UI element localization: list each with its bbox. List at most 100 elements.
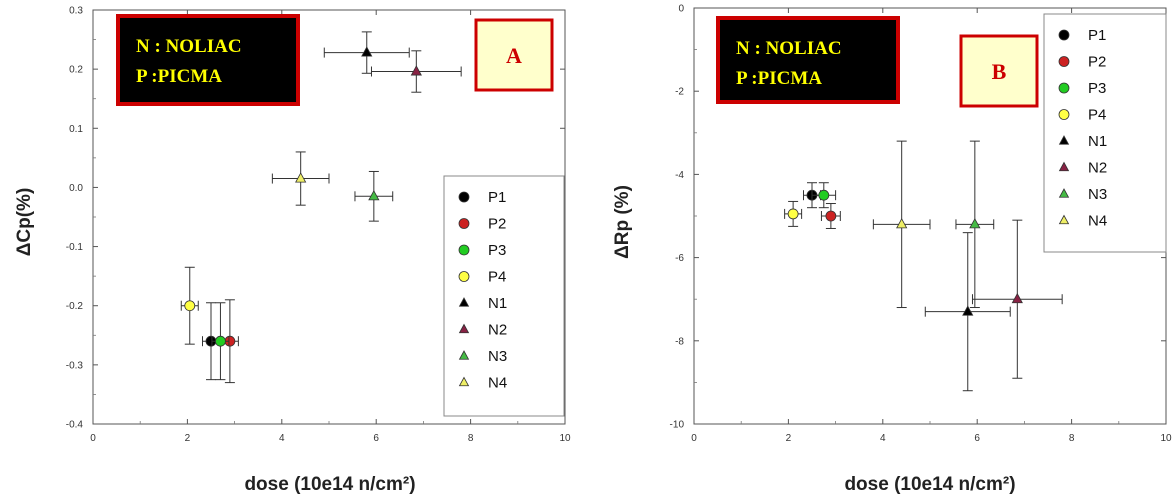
y-tick-label: -0.3 <box>66 360 84 371</box>
panel-label-box: A <box>474 18 554 92</box>
x-tick-label: 8 <box>468 433 474 444</box>
series-p3 <box>811 182 837 209</box>
series-n3 <box>354 170 394 222</box>
panel-label-box: B <box>959 34 1039 108</box>
y-tick-label: -0.4 <box>66 420 84 431</box>
data-point-p4 <box>787 208 799 220</box>
data-point-p2 <box>825 210 837 222</box>
chart-panel-b: 0 2 4 6 8 10 -10 -8 -6 -4 -2 0 dose (10e14 n/cm²) ΔRp… <box>612 4 1172 496</box>
legend-marker-p4 <box>458 271 470 282</box>
data-point-n1 <box>361 46 373 57</box>
y-axis-title: ΔRp (%) <box>612 185 633 259</box>
legend-marker-n1 <box>1058 135 1070 145</box>
legend-label-n3: N3 <box>488 348 507 365</box>
x-tick-label: 2 <box>185 433 191 444</box>
panel-label-background <box>474 18 554 92</box>
x-tick-label: 4 <box>279 433 285 444</box>
y-tick-label: 0 <box>678 4 684 15</box>
legend-marker-p4 <box>1058 109 1070 120</box>
panel-label: A <box>506 43 522 68</box>
x-axis-title: dose (10e14 n/cm²) <box>244 474 415 495</box>
chart-panel-a: 0 2 4 6 8 10 -0.4 -0.3 -0.2 -0.1 0.0 0.1 0.2 0.3 dose … <box>14 6 571 496</box>
note-box: N : NOLIAC P :PICMA <box>116 14 300 106</box>
y-tick-label: 0.2 <box>69 65 83 76</box>
legend-label-n4: N4 <box>488 375 507 392</box>
x-tick-label: 0 <box>90 433 96 444</box>
series-p4 <box>784 200 803 227</box>
legend-label-p1: P1 <box>488 189 506 206</box>
series-n3 <box>955 140 995 309</box>
legend-marker-n3 <box>1058 188 1070 198</box>
note-line-1: N : NOLIAC <box>136 36 242 57</box>
legend-marker-p3 <box>458 244 470 256</box>
y-tick-label: 0.0 <box>69 183 83 194</box>
legend-label-p2: P2 <box>1088 54 1106 71</box>
note-box-background <box>716 16 900 104</box>
series-n1 <box>323 31 410 74</box>
note-box: N : NOLIAC P :PICMA <box>716 16 900 104</box>
legend-marker-p2 <box>458 218 470 229</box>
legend-label-p2: P2 <box>488 216 506 233</box>
legend-label-p3: P3 <box>488 242 506 259</box>
x-tick-label: 8 <box>1069 433 1075 444</box>
panel-label: B <box>992 59 1007 84</box>
legend-label-n1: N1 <box>1088 133 1107 150</box>
data-point-n2 <box>410 65 422 76</box>
legend-marker-p1 <box>458 191 470 203</box>
x-tick-label: 2 <box>786 433 792 444</box>
y-tick-label: -0.2 <box>66 301 84 312</box>
legend: P1 P2 P3 P4 N1 N2 N3 N4 <box>443 175 565 417</box>
y-tick-label: -10 <box>670 420 685 431</box>
data-point-p3 <box>215 335 226 347</box>
y-tick-label: -8 <box>675 336 684 347</box>
data-point-p3 <box>818 189 830 201</box>
data-point-n2 <box>1011 292 1023 304</box>
legend: P1 P2 P3 P4 N1 N2 N3 N4 <box>1043 13 1167 253</box>
x-tick-label: 10 <box>1160 433 1172 444</box>
data-point-n4 <box>896 217 908 229</box>
legend-box <box>443 175 565 417</box>
y-axis-title: ΔCp(%) <box>14 188 35 257</box>
legend-label-n4: N4 <box>1088 213 1107 230</box>
legend-marker-p2 <box>1058 56 1070 67</box>
note-box-background <box>116 14 300 106</box>
legend-label-n2: N2 <box>488 322 507 339</box>
data-point-p4 <box>184 300 196 312</box>
legend-marker-p1 <box>1058 29 1070 41</box>
legend-marker-n2 <box>1058 161 1070 172</box>
legend-marker-n4 <box>1058 214 1070 225</box>
x-tick-label: 6 <box>373 433 379 444</box>
data-point-n1 <box>962 305 974 316</box>
series-n1 <box>924 232 1011 392</box>
note-line-2: P :PICMA <box>736 68 822 89</box>
note-line-2: P :PICMA <box>136 66 222 87</box>
legend-label-n3: N3 <box>1088 186 1107 203</box>
legend-marker-p3 <box>1058 82 1070 94</box>
data-point-n3 <box>368 189 380 201</box>
legend-box <box>1043 13 1167 253</box>
x-tick-label: 4 <box>880 433 886 444</box>
note-line-1: N : NOLIAC <box>736 38 842 59</box>
legend-marker-n4 <box>458 376 470 387</box>
y-tick-label: -2 <box>675 87 684 98</box>
series-p2 <box>820 203 841 229</box>
series-p3 <box>211 302 230 381</box>
data-point-n3 <box>969 217 981 229</box>
series-n4 <box>271 151 330 206</box>
data-point-n4 <box>295 172 307 183</box>
x-tick-label: 6 <box>974 433 980 444</box>
legend-marker-n2 <box>458 323 470 334</box>
legend-label-p4: P4 <box>488 269 506 286</box>
y-tick-label: -4 <box>675 170 684 181</box>
x-tick-label: 10 <box>559 433 571 444</box>
legend-label-p1: P1 <box>1088 27 1106 44</box>
legend-marker-n3 <box>458 350 470 360</box>
series-p4 <box>180 266 199 345</box>
legend-label-p4: P4 <box>1088 107 1106 124</box>
legend-label-n1: N1 <box>488 295 507 312</box>
series-n4 <box>872 140 931 309</box>
legend-label-n2: N2 <box>1088 160 1107 177</box>
series-n2 <box>971 219 1063 379</box>
